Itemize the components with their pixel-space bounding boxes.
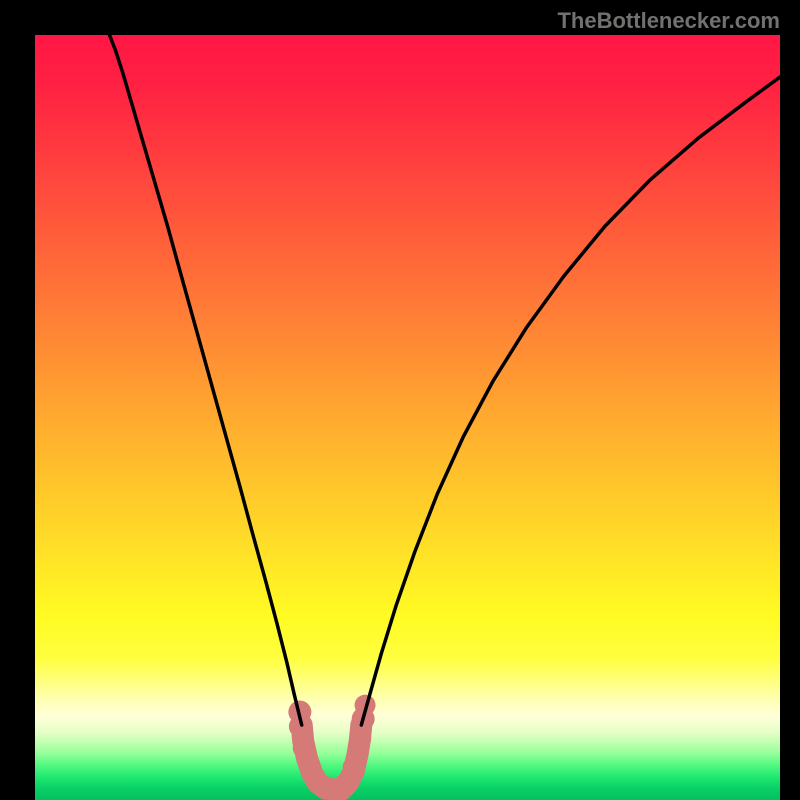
bottleneck-bump xyxy=(349,728,371,750)
curve-left xyxy=(110,35,302,725)
watermark-text: TheBottlenecker.com xyxy=(557,8,780,34)
bottleneck-bump xyxy=(293,737,314,758)
bottleneck-bump xyxy=(343,757,364,778)
curve-right xyxy=(361,77,780,725)
chart-curves-overlay xyxy=(0,0,800,800)
